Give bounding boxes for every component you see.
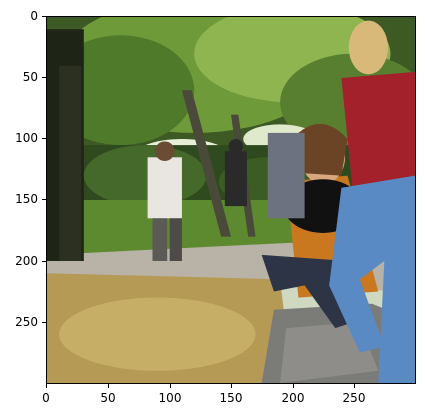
x-tick [108,384,109,388]
x-tick [46,384,47,388]
y-tick [42,77,46,78]
x-tick [231,384,232,388]
x-tick-label: 0 [42,391,50,405]
x-tick-label: 250 [342,391,366,405]
y-tick-label: 200 [15,254,38,268]
y-tick [42,322,46,323]
y-tick [42,138,46,139]
y-tick-label: 150 [15,192,38,206]
y-tick [42,199,46,200]
park-photo [47,17,415,383]
y-tick-label: 0 [30,9,38,23]
x-tick-label: 150 [219,391,243,405]
y-tick [42,16,46,17]
image-axes [46,16,416,384]
x-tick [354,384,355,388]
y-tick [42,261,46,262]
y-tick-label: 100 [15,131,38,145]
y-tick-label: 250 [15,315,38,329]
x-tick-label: 100 [158,391,182,405]
y-tick-label: 50 [22,70,38,84]
x-tick [293,384,294,388]
x-tick-label: 50 [100,391,116,405]
x-tick [170,384,171,388]
x-tick-label: 200 [281,391,305,405]
